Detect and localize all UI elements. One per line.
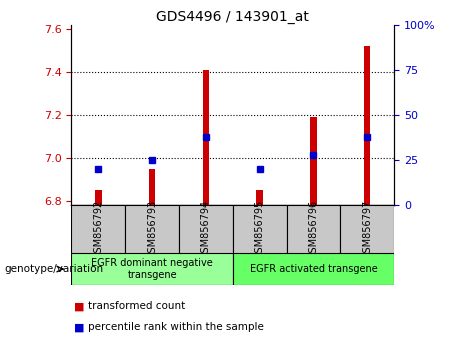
Text: GSM856792: GSM856792 — [93, 200, 103, 259]
Text: EGFR activated transgene: EGFR activated transgene — [249, 264, 378, 274]
Text: transformed count: transformed count — [88, 301, 185, 311]
Bar — [95, 190, 101, 205]
Text: GSM856795: GSM856795 — [254, 200, 265, 259]
Text: GSM856797: GSM856797 — [362, 200, 372, 259]
Bar — [340, 205, 394, 253]
Text: genotype/variation: genotype/variation — [5, 264, 104, 274]
Bar — [149, 169, 155, 205]
Bar — [287, 205, 340, 253]
Title: GDS4496 / 143901_at: GDS4496 / 143901_at — [156, 10, 309, 24]
Bar — [256, 190, 263, 205]
Bar — [125, 205, 179, 253]
Bar — [233, 253, 394, 285]
Bar — [71, 205, 125, 253]
Bar — [179, 205, 233, 253]
Bar — [310, 117, 317, 205]
Bar — [203, 70, 209, 205]
Text: GSM856793: GSM856793 — [147, 200, 157, 259]
Bar — [233, 205, 287, 253]
Text: ■: ■ — [74, 301, 84, 311]
Text: percentile rank within the sample: percentile rank within the sample — [88, 322, 264, 332]
Bar — [364, 46, 371, 205]
Text: GSM856794: GSM856794 — [201, 200, 211, 259]
Text: ■: ■ — [74, 322, 84, 332]
Text: EGFR dominant negative
transgene: EGFR dominant negative transgene — [91, 258, 213, 280]
Text: GSM856796: GSM856796 — [308, 200, 319, 259]
Bar — [71, 253, 233, 285]
